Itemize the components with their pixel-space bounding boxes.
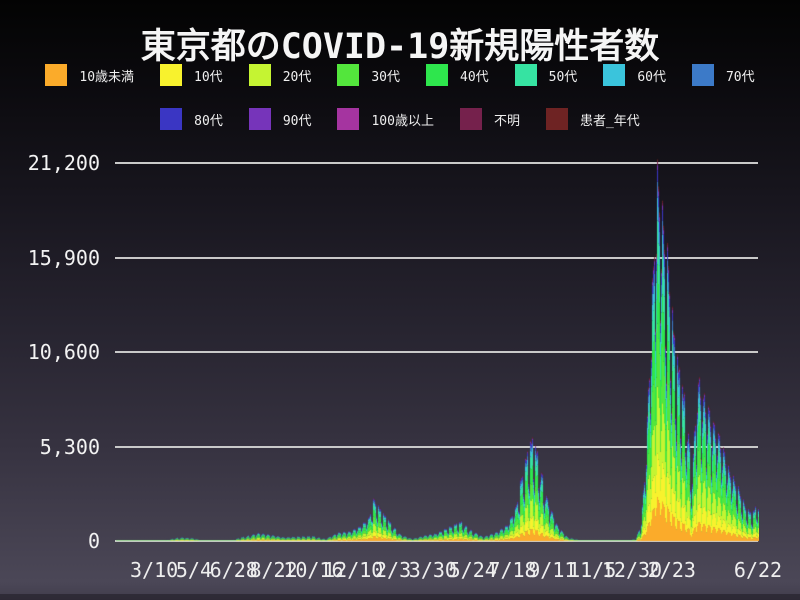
chart-canvas (115, 146, 759, 544)
legend-item: 40代 (426, 64, 489, 86)
legend-label: 不明 (493, 113, 520, 129)
x-axis-tick-label: 6/22 (733, 558, 783, 582)
x-axis-tick-label: 5/24 (448, 558, 497, 582)
legend-label: 70代 (725, 69, 755, 85)
x-axis-tick-label: 8/22 (249, 558, 298, 582)
bottom-strip (0, 594, 800, 600)
x-axis-tick-label: 12/30 (601, 558, 663, 582)
legend-label: 100歳以上 (371, 113, 434, 129)
legend-swatch (337, 64, 360, 86)
legend-swatch (691, 64, 714, 86)
legend-swatch (160, 64, 183, 86)
legend-item: 30代 (337, 64, 400, 86)
legend-item: 不明 (459, 108, 520, 130)
legend-item: 80代 (160, 108, 223, 130)
x-axis-tick-label: 6/28 (209, 558, 258, 582)
x-axis-tick-label: 5/4 (175, 558, 212, 582)
legend-swatch (45, 64, 68, 86)
legend-label: 60代 (637, 69, 666, 85)
legend-swatch (248, 64, 271, 86)
legend-item: 90代 (248, 108, 312, 130)
legend-item: 10歳未満 (45, 64, 134, 86)
y-axis-tick-label: 21,200 (27, 151, 100, 175)
x-axis-tick-label: 3/30 (408, 558, 457, 582)
y-axis-tick-label: 0 (87, 529, 100, 553)
x-axis-tick-label: 3/10 (130, 558, 179, 582)
x-axis-tick-label: 7/18 (488, 558, 537, 582)
legend-item: 100歳以上 (337, 108, 434, 130)
legend-item: 60代 (603, 64, 666, 86)
legend-label: 80代 (194, 113, 223, 129)
legend-swatch (337, 108, 360, 130)
legend-item: 20代 (248, 64, 312, 86)
legend-label: 10歳未満 (79, 69, 135, 85)
legend-swatch (459, 108, 482, 130)
y-axis-tick-label: 15,900 (27, 245, 100, 270)
y-axis-tick-label: 5,300 (39, 434, 100, 459)
legend-label: 40代 (460, 69, 489, 85)
legend-label: 20代 (282, 69, 312, 85)
legend-row-2: 80代 90代 100歳以上 不明 患者_年代 (0, 108, 800, 130)
y-axis-tick-label: 10,600 (27, 340, 100, 364)
legend-item: 50代 (514, 64, 578, 86)
page-title: 東京都のCOVID-19新規陽性者数 (140, 27, 660, 67)
x-axis-tick-label: 2/23 (647, 558, 696, 582)
legend-swatch (514, 64, 537, 86)
legend-item: 70代 (691, 64, 755, 86)
legend-label: 50代 (548, 69, 578, 85)
x-axis-tick-label: 2/3 (374, 558, 412, 582)
x-axis-tick-label: 9/11 (528, 558, 577, 582)
legend-row-1: 10歳未満 10代 20代 30代 40代 50代 60代 70代 (0, 64, 800, 86)
legend-swatch (603, 64, 626, 86)
x-axis-tick-label: 12/10 (323, 558, 384, 582)
legend-swatch (426, 64, 448, 86)
legend-item: 10代 (160, 64, 223, 86)
legend-label: 30代 (371, 69, 400, 85)
x-axis-tick-label: 10/16 (283, 558, 344, 582)
legend-label: 10代 (194, 69, 223, 85)
x-axis-tick-label: 11/5 (568, 558, 617, 582)
legend-swatch (248, 108, 271, 130)
legend-item: 患者_年代 (545, 108, 640, 130)
legend-swatch (160, 108, 183, 130)
legend-swatch (545, 108, 568, 130)
legend-label: 患者_年代 (579, 113, 640, 129)
legend-label: 90代 (282, 113, 312, 129)
